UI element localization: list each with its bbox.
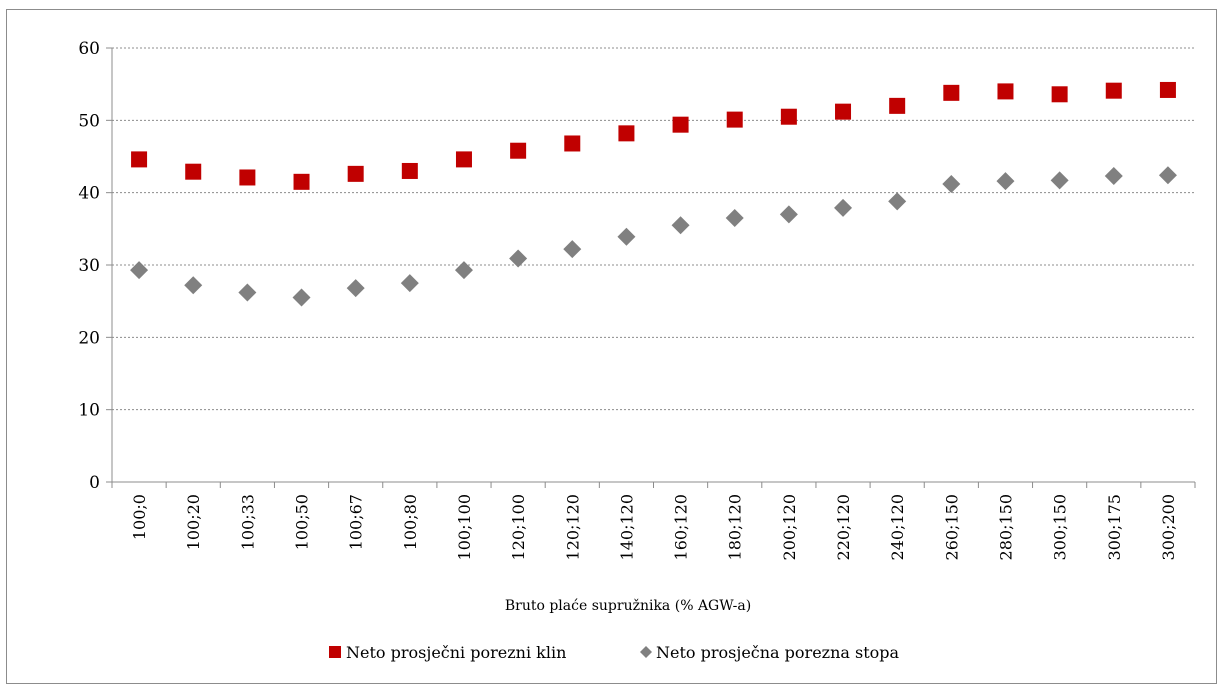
- x-tick-label: 100;33: [238, 494, 257, 550]
- x-tick-label: 260;150: [942, 494, 961, 560]
- diamond-point: [346, 279, 365, 298]
- diamond-point: [1158, 166, 1177, 185]
- x-tick-label: 120;120: [563, 494, 582, 560]
- chart-frame: [6, 9, 1217, 684]
- gridlines: [112, 47, 1195, 411]
- square-point: [726, 111, 743, 128]
- square-point: [564, 135, 581, 152]
- diamond-point: [725, 208, 744, 227]
- x-axis-ticks: 100;0 100;20 100;33 100;50 100;67 100;80 100;1…: [111, 482, 1196, 560]
- diamond-point: [888, 192, 907, 211]
- x-tick-label: 240;120: [888, 494, 907, 560]
- x-tick-label: 300;200: [1159, 494, 1178, 560]
- diamond-point: [130, 261, 149, 280]
- square-point: [1159, 81, 1176, 98]
- square-point: [780, 108, 797, 125]
- y-axis-ticks: 0 10 20 30 40 50 60: [78, 39, 112, 493]
- series-1: [131, 81, 1176, 190]
- x-tick-label: 180;120: [726, 494, 745, 560]
- axes: [111, 48, 1195, 483]
- legend-label: Neto prosječni porezni klin: [346, 643, 566, 662]
- y-tick-label: 40: [78, 184, 100, 204]
- diamond-point: [834, 198, 853, 217]
- square-point: [239, 169, 256, 186]
- diamond-point: [1050, 171, 1069, 190]
- square-point: [997, 83, 1014, 100]
- legend: Neto prosječni porezni klin Neto prosječn…: [329, 643, 900, 662]
- diamond-point: [617, 227, 636, 246]
- square-point: [455, 151, 472, 168]
- diamond-point: [671, 216, 690, 235]
- x-tick-label: 280;150: [996, 494, 1015, 560]
- y-tick-label: 60: [78, 39, 100, 59]
- diamond-point: [454, 261, 473, 280]
- y-tick-label: 30: [78, 256, 100, 276]
- diamond-point: [400, 274, 419, 293]
- series-2: [130, 166, 1177, 307]
- x-tick-label: 100;100: [455, 494, 474, 560]
- y-tick-label: 10: [78, 401, 100, 421]
- diamond-point: [184, 276, 203, 295]
- legend-diamond-marker: [640, 646, 652, 658]
- x-tick-label: 120;100: [509, 494, 528, 560]
- diamond-point: [238, 283, 257, 302]
- x-tick-label: 100;0: [130, 494, 149, 540]
- y-tick-label: 50: [78, 111, 100, 131]
- x-tick-label: 140;120: [617, 494, 636, 560]
- x-tick-label: 300;150: [1051, 494, 1070, 560]
- square-point: [889, 97, 906, 114]
- x-tick-label: 100;67: [347, 494, 366, 550]
- x-axis-title: Bruto plaće supružnika (% AGW-a): [505, 598, 751, 614]
- diamond-point: [292, 288, 311, 307]
- square-point: [618, 125, 635, 142]
- diamond-point: [996, 172, 1015, 191]
- x-tick-label: 300;175: [1105, 494, 1124, 560]
- diamond-point: [942, 174, 961, 193]
- legend-square-marker: [329, 646, 341, 658]
- y-tick-label: 20: [78, 328, 100, 348]
- x-tick-label: 200;120: [780, 494, 799, 560]
- legend-label: Neto prosječna porezna stopa: [656, 643, 900, 662]
- x-tick-label: 100;80: [401, 494, 420, 550]
- diamond-point: [1104, 167, 1123, 186]
- x-tick-label: 160;120: [672, 494, 691, 560]
- square-point: [510, 142, 527, 159]
- diamond-point: [779, 205, 798, 224]
- square-point: [943, 84, 960, 101]
- x-tick-label: 100;50: [293, 494, 312, 550]
- square-point: [672, 116, 689, 133]
- diamond-point: [563, 240, 582, 259]
- square-point: [835, 103, 852, 120]
- square-point: [347, 165, 364, 182]
- x-tick-label: 100;20: [184, 494, 203, 550]
- x-tick-label: 220;120: [834, 494, 853, 560]
- square-point: [293, 173, 310, 190]
- legend-item-1: Neto prosječni porezni klin: [329, 643, 566, 662]
- square-point: [401, 162, 418, 179]
- y-tick-label: 0: [89, 473, 100, 493]
- square-point: [1105, 82, 1122, 99]
- square-point: [185, 163, 202, 180]
- square-point: [1051, 86, 1068, 103]
- data-marks: [130, 81, 1177, 307]
- legend-item-2: Neto prosječna porezna stopa: [640, 643, 900, 662]
- square-point: [131, 151, 148, 168]
- diamond-point: [509, 249, 528, 268]
